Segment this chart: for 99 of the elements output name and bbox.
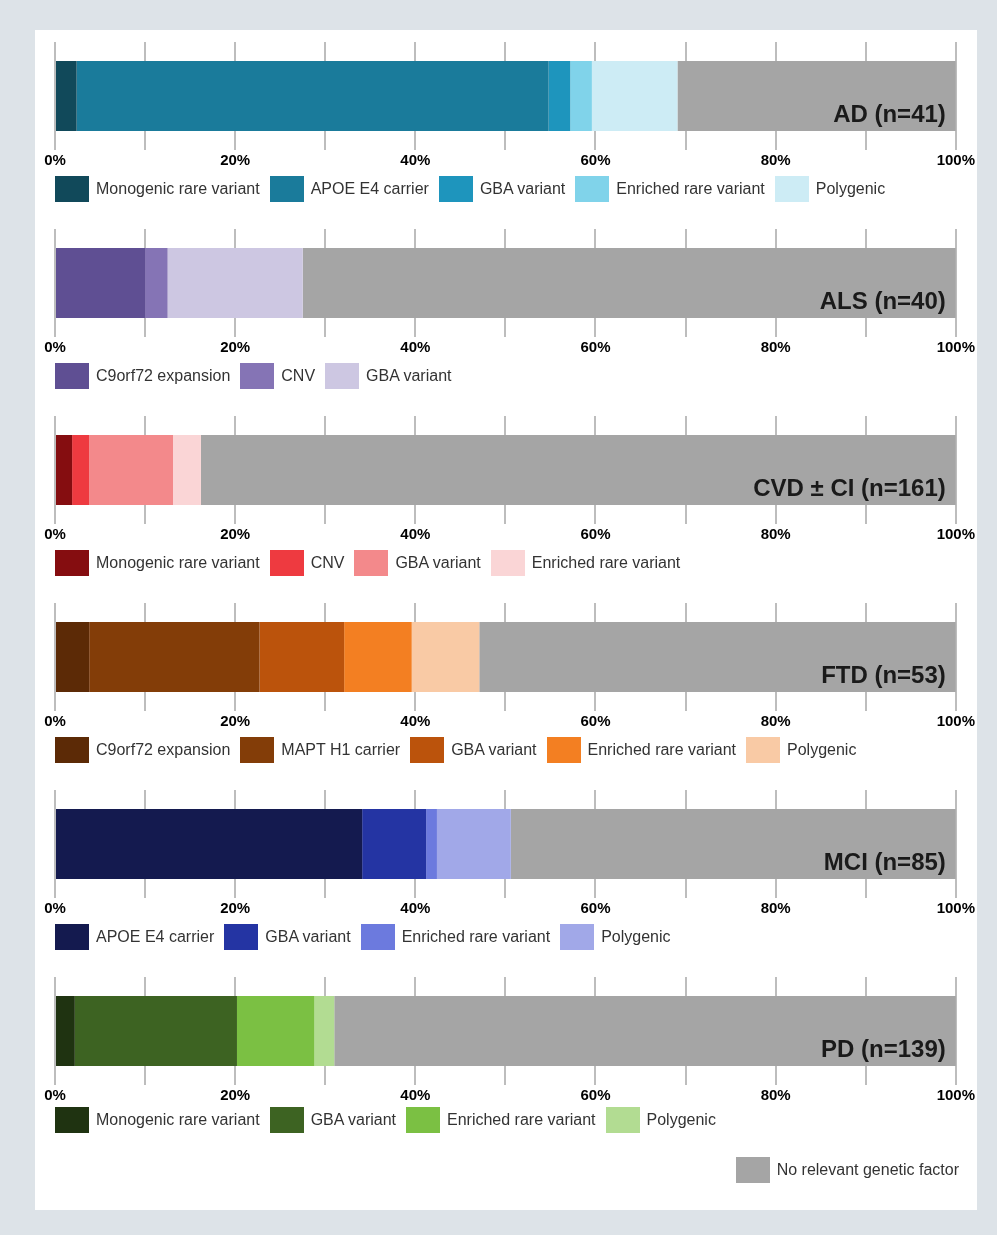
bar — [74, 995, 237, 1067]
x-tick-label: 20% — [220, 712, 251, 730]
legend-label: GBA variant — [451, 741, 537, 759]
x-tick-label: 40% — [400, 338, 431, 356]
bar — [479, 621, 956, 693]
legend-label: C9orf72 expansion — [96, 741, 231, 759]
bar — [334, 995, 956, 1067]
x-tick-label: 100% — [936, 338, 976, 356]
x-tick-label: 100% — [936, 1086, 976, 1104]
legend-label: C9orf72 expansion — [96, 367, 231, 385]
x-tick-label: 0% — [44, 1086, 66, 1104]
bar — [76, 60, 549, 132]
x-tick-label: 80% — [760, 899, 791, 917]
bar — [236, 995, 315, 1067]
x-tick-label: 0% — [44, 151, 66, 169]
bar — [173, 434, 201, 506]
bar — [259, 621, 345, 693]
legend-label: APOE E4 carrier — [96, 928, 215, 946]
bar — [302, 247, 956, 319]
x-tick-label: 80% — [760, 712, 791, 730]
text: FTD (n=53) — [821, 660, 946, 688]
legend-label: Monogenic rare variant — [96, 554, 260, 572]
bar — [436, 808, 511, 880]
legend-label: Polygenic — [787, 741, 857, 759]
bar — [56, 247, 146, 319]
legend-label: Enriched rare variant — [447, 1111, 596, 1129]
legend-label: Polygenic — [601, 928, 671, 946]
bar — [56, 621, 90, 693]
x-tick-label: 40% — [400, 712, 431, 730]
x-tick-label: 20% — [220, 525, 251, 543]
x-tick-label: 20% — [220, 338, 251, 356]
bar — [89, 434, 174, 506]
legend-label: Polygenic — [646, 1111, 716, 1129]
bar — [56, 60, 77, 132]
text: ALS (n=40) — [819, 286, 946, 314]
x-tick-label: 60% — [580, 712, 611, 730]
text: MCI (n=85) — [823, 847, 946, 875]
bar — [591, 60, 678, 132]
x-tick-label: 0% — [44, 338, 66, 356]
x-tick-label: 80% — [760, 338, 791, 356]
x-tick-label: 100% — [936, 525, 976, 543]
x-tick-label: 80% — [760, 151, 791, 169]
legend-label: Enriched rare variant — [531, 554, 681, 572]
x-tick-label: 100% — [936, 151, 976, 169]
legend-label: Polygenic — [815, 180, 886, 198]
bar — [56, 995, 75, 1067]
legend-label: Monogenic rare variant — [96, 180, 260, 198]
x-tick-label: 40% — [400, 1086, 431, 1104]
bar — [411, 621, 480, 693]
x-tick-label: 100% — [936, 712, 976, 730]
x-tick-label: 80% — [760, 1086, 791, 1104]
x-tick-label: 60% — [580, 1086, 611, 1104]
legend-label: Monogenic rare variant — [96, 1111, 260, 1129]
bar — [89, 621, 260, 693]
x-tick-label: 60% — [580, 525, 611, 543]
x-tick-label: 0% — [44, 712, 66, 730]
x-tick-label: 20% — [220, 899, 251, 917]
bar — [677, 60, 956, 132]
legend-label: GBA variant — [479, 180, 566, 198]
legend-label: No relevant genetic factor — [776, 1161, 959, 1179]
legend-label: CNV — [310, 554, 345, 572]
bar — [510, 808, 956, 880]
bar — [570, 60, 592, 132]
bar — [56, 434, 73, 506]
x-tick-label: 0% — [44, 899, 66, 917]
x-tick-label: 40% — [400, 151, 431, 169]
legend-label: Enriched rare variant — [616, 180, 765, 198]
x-tick-label: 100% — [936, 899, 976, 917]
legend-label: Enriched rare variant — [401, 928, 551, 946]
bar — [314, 995, 335, 1067]
bar — [145, 247, 168, 319]
x-tick-label: 80% — [760, 525, 791, 543]
bar — [167, 247, 303, 319]
bar — [72, 434, 90, 506]
bar — [200, 434, 956, 506]
legend-label: GBA variant — [366, 367, 452, 385]
legend-label: APOE E4 carrier — [310, 180, 429, 198]
legend-label: GBA variant — [310, 1111, 397, 1129]
x-tick-label: 0% — [44, 525, 66, 543]
x-tick-label: 40% — [400, 525, 431, 543]
bar — [56, 808, 363, 880]
text: CVD ± CI (n=161) — [753, 473, 946, 501]
x-tick-label: 60% — [580, 899, 611, 917]
x-tick-label: 60% — [580, 338, 611, 356]
legend-label: MAPT H1 carrier — [281, 741, 401, 759]
x-tick-label: 20% — [220, 1086, 251, 1104]
x-tick-label: 40% — [400, 899, 431, 917]
text: PD (n=139) — [821, 1034, 946, 1062]
legend-label: GBA variant — [395, 554, 481, 572]
legend-label: GBA variant — [265, 928, 351, 946]
bar — [344, 621, 412, 693]
bar — [362, 808, 427, 880]
bar — [426, 808, 437, 880]
legend-label: CNV — [281, 367, 316, 385]
x-tick-label: 60% — [580, 151, 611, 169]
legend-label: Enriched rare variant — [587, 741, 737, 759]
text: AD (n=41) — [833, 99, 946, 127]
bar — [548, 60, 571, 132]
x-tick-label: 20% — [220, 151, 251, 169]
